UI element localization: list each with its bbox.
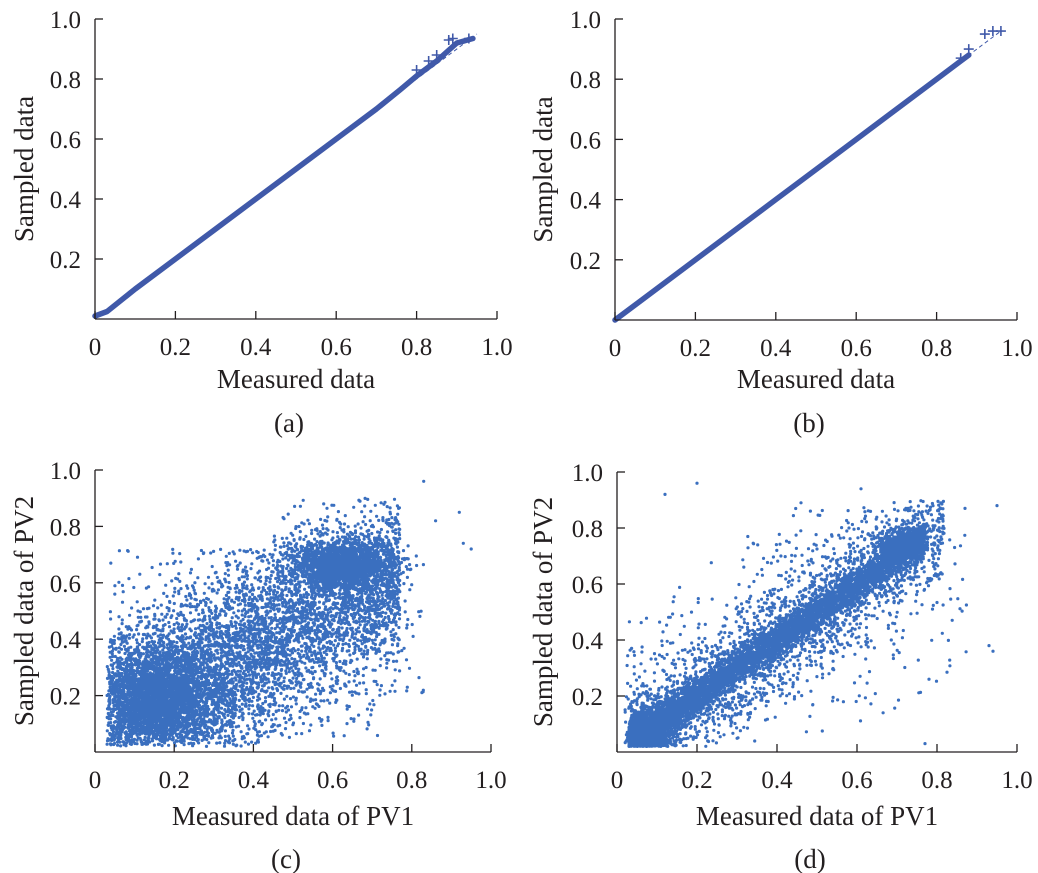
quantile-marker: [423, 56, 434, 66]
x-tick-label: 0: [89, 334, 102, 361]
x-axis-title: Measured data of PV1: [696, 801, 938, 831]
quantile-marker: [431, 50, 442, 60]
quantile-marker: [447, 33, 458, 44]
x-tick-label: 0.2: [159, 767, 190, 794]
y-tick-label: 1.0: [50, 7, 81, 34]
data-points: [92, 33, 478, 320]
y-axis-title: Sampled data of PV2: [528, 497, 558, 727]
x-tick-label: 0.4: [240, 334, 272, 361]
y-tick-label: 0.2: [50, 247, 81, 274]
x-tick-label: 0.2: [160, 334, 191, 361]
x-tick-label: 0.2: [680, 335, 711, 362]
x-axis-title: Measured data of PV1: [172, 801, 414, 831]
y-tick-label: 0.2: [572, 684, 603, 711]
x-tick-label: 1.0: [475, 767, 506, 794]
x-axis-title: Measured data: [737, 364, 895, 394]
chart-svg-c: 0 0.2 0.4 0.6 0.8 1.0 0.2 0.4 0.6 0.8 1.0 Measured …: [9, 458, 507, 873]
scatter-points: [623, 481, 999, 748]
y-tick-label: 0.4: [50, 627, 82, 654]
chart-panel-b: 0 0.2 0.4 0.6 0.8 1.0 0.2 0.4 0.6 0.8 1.0 Measured …: [519, 0, 1038, 440]
chart-svg-d: 0 0.2 0.4 0.6 0.8 1.0 0.2 0.4 0.6 0.8 1.0 Measured …: [528, 460, 1033, 873]
x-tick-label: 0.6: [321, 334, 352, 361]
quantile-marker: [955, 53, 966, 64]
x-tick-label: 0: [611, 767, 624, 794]
y-tick-label: 0.2: [570, 248, 601, 275]
y-tick-label: 1.0: [572, 460, 603, 487]
scatter-points: [105, 479, 473, 748]
y-axis-title: Sampled data: [528, 96, 558, 242]
data-points: [612, 26, 1006, 323]
chart-panel-a: 0 0.2 0.4 0.6 0.8 1.0 0.2 0.4 0.6 0.8 1.0 Measured …: [0, 0, 519, 440]
x-tick-label: 0.8: [921, 335, 952, 362]
y-tick-label: 0.6: [570, 127, 601, 154]
data-points: [105, 479, 473, 748]
quantile-line: [92, 35, 476, 319]
x-tick-label: 0.8: [401, 334, 432, 361]
x-tick-label: 0.6: [841, 335, 872, 362]
panel-caption: (a): [274, 408, 304, 438]
x-tick-label: 0.8: [921, 767, 952, 794]
y-tick-label: 0.6: [50, 127, 81, 154]
y-axis-title: Sampled data of PV2: [9, 496, 39, 726]
panel-caption: (d): [794, 844, 825, 873]
x-tick-label: 1.0: [1001, 767, 1032, 794]
x-tick-label: 0.4: [760, 335, 792, 362]
chart-panel-d: 0 0.2 0.4 0.6 0.8 1.0 0.2 0.4 0.6 0.8 1.0 Measured …: [519, 440, 1038, 873]
y-tick-label: 0.8: [50, 67, 81, 94]
y-tick-label: 0.8: [570, 67, 601, 94]
y-tick-label: 1.0: [570, 7, 601, 34]
chart-svg-b: 0 0.2 0.4 0.6 0.8 1.0 0.2 0.4 0.6 0.8 1.0 Measured …: [528, 7, 1033, 438]
x-tick-label: 0.8: [396, 767, 427, 794]
x-tick-label: 0.6: [841, 767, 872, 794]
quantile-marker: [963, 44, 974, 55]
chart-svg-a: 0 0.2 0.4 0.6 0.8 1.0 0.2 0.4 0.6 0.8 1.0 Measured …: [9, 7, 513, 438]
x-tick-label: 0: [89, 767, 102, 794]
y-tick-label: 0.4: [572, 628, 604, 655]
y-tick-label: 0.6: [50, 571, 81, 598]
x-tick-label: 1.0: [481, 334, 512, 361]
y-tick-label: 0.4: [570, 188, 602, 215]
x-axis-title: Measured data: [217, 364, 375, 394]
y-tick-label: 0.2: [50, 684, 81, 711]
panel-caption: (c): [271, 844, 301, 873]
x-tick-label: 0: [609, 335, 622, 362]
quantile-line: [612, 52, 972, 323]
y-axis-title: Sampled data: [9, 96, 39, 242]
quantile-marker: [995, 26, 1006, 37]
chart-panel-c: 0 0.2 0.4 0.6 0.8 1.0 0.2 0.4 0.6 0.8 1.0 Measured …: [0, 440, 519, 873]
data-points: [623, 481, 999, 748]
y-tick-label: 0.6: [572, 572, 603, 599]
y-tick-label: 0.4: [50, 187, 82, 214]
x-tick-label: 0.4: [238, 767, 270, 794]
x-tick-label: 0.4: [761, 767, 793, 794]
x-tick-label: 0.2: [681, 767, 712, 794]
x-tick-label: 1.0: [1001, 335, 1032, 362]
x-tick-label: 0.6: [317, 767, 348, 794]
quantile-marker: [979, 29, 990, 40]
y-tick-label: 0.8: [572, 516, 603, 543]
quantile-marker: [411, 65, 422, 75]
y-tick-label: 0.8: [50, 514, 81, 541]
quantile-marker: [463, 33, 474, 44]
panel-caption: (b): [793, 408, 824, 438]
y-tick-label: 1.0: [50, 458, 81, 485]
